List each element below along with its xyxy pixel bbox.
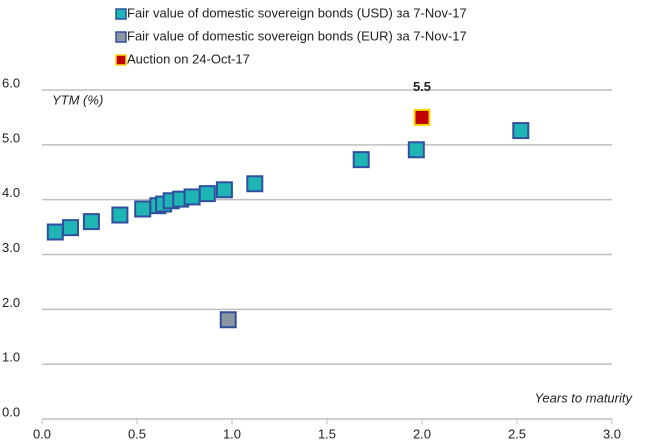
point xyxy=(62,219,79,237)
legend-label: Auction on 24-Oct-17 xyxy=(127,51,250,66)
x-tick-label: 0.5 xyxy=(128,426,146,441)
point xyxy=(183,188,201,206)
y-tick-label: 2.0 xyxy=(2,295,20,310)
y-tick-label: 0.0 xyxy=(2,404,20,419)
legend-label: Fair value of domestic sovereign bonds (… xyxy=(127,28,467,43)
x-tick-label: 1.0 xyxy=(223,426,241,441)
point xyxy=(111,206,129,224)
y-axis-label: YTM (%) xyxy=(52,92,103,107)
point xyxy=(46,223,64,241)
point xyxy=(134,200,152,218)
x-tick-label: 1.5 xyxy=(318,426,336,441)
y-tick-label: 6.0 xyxy=(2,75,20,90)
point xyxy=(413,108,431,126)
x-tick-label: 3.0 xyxy=(603,426,621,441)
y-tick-label: 5.0 xyxy=(2,130,20,145)
point xyxy=(215,181,233,199)
y-tick-label: 4.0 xyxy=(2,185,20,200)
y-tick-label: 3.0 xyxy=(2,240,20,255)
point xyxy=(198,185,216,203)
point xyxy=(82,213,100,231)
x-tick-label: 2.0 xyxy=(413,426,431,441)
legend-marker xyxy=(115,31,127,43)
legend-label: Fair value of domestic sovereign bonds (… xyxy=(127,5,467,20)
point xyxy=(246,175,264,193)
point xyxy=(512,122,530,140)
x-tick-label: 0.0 xyxy=(33,426,51,441)
data-label: 5.5 xyxy=(413,79,431,94)
x-tick-label: 2.5 xyxy=(508,426,526,441)
legend-marker xyxy=(115,8,127,20)
point xyxy=(352,151,370,169)
y-tick-label: 1.0 xyxy=(2,350,20,365)
x-axis-label: Years to maturity xyxy=(534,390,633,405)
point xyxy=(219,311,237,329)
point xyxy=(407,141,425,159)
legend-marker xyxy=(115,54,127,66)
